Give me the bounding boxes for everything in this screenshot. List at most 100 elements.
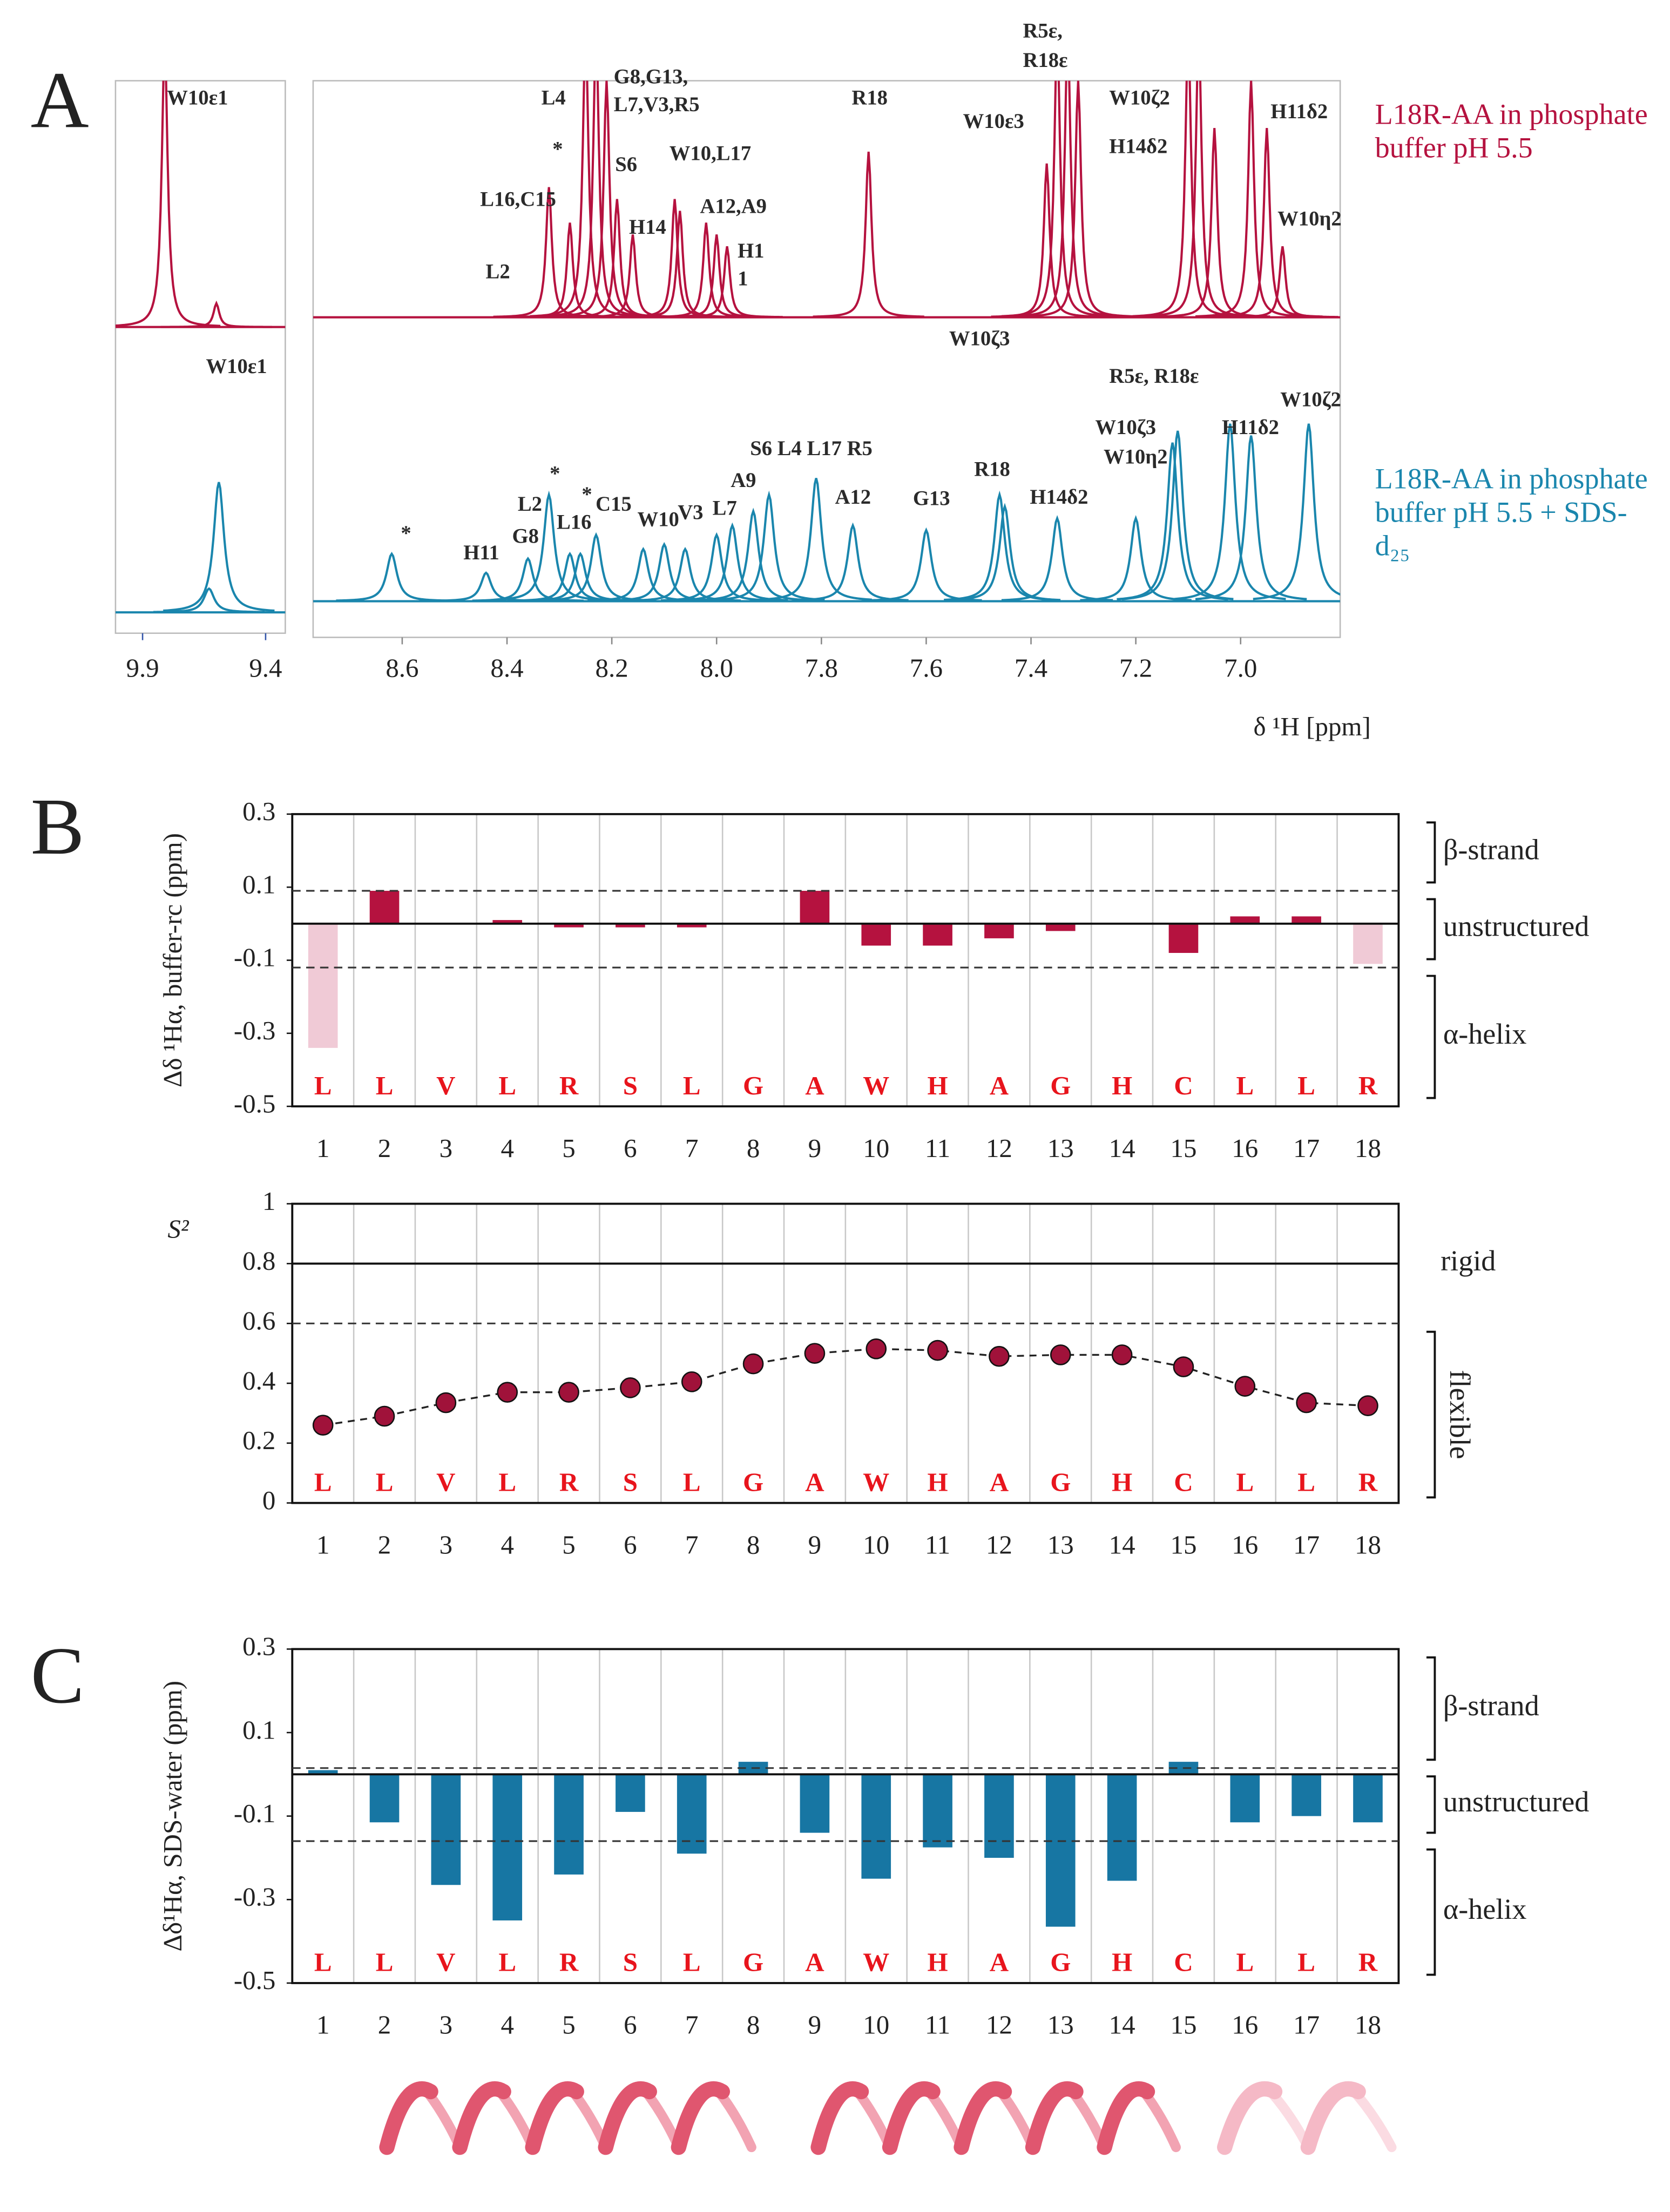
bar (984, 923, 1014, 938)
residue-label: H (928, 1071, 948, 1100)
residue-label: G (743, 1071, 763, 1100)
residue-label: R (1358, 1947, 1378, 1977)
data-point (681, 1371, 702, 1392)
legend-entry: L18R-AA in phosphate buffer pH 5.5 (1375, 97, 1648, 164)
bar (1230, 1774, 1260, 1823)
peak-label: W10ε1 (167, 86, 228, 109)
peak-label: C15 (596, 493, 632, 516)
y-tick-label: 0.3 (242, 796, 275, 826)
spectrum-peak (540, 80, 652, 317)
residue-label: S (623, 1071, 638, 1100)
x-tick-label: 18 (1355, 1530, 1381, 1559)
spectrum-peak (1132, 80, 1244, 317)
bar (308, 923, 338, 1048)
residue-label: L (498, 1467, 516, 1497)
plot-frame (291, 1648, 1400, 1984)
x-tick-label: 7.2 (1119, 653, 1152, 683)
x-tick-label: 7 (685, 2010, 698, 2040)
spectrum-peak (608, 542, 720, 602)
residue-label: C (1174, 1071, 1193, 1100)
peak-label: L7,V3,R5 (614, 93, 700, 116)
spectrum-peak (1142, 80, 1255, 317)
residue-label: L (683, 1947, 701, 1977)
residue-label: L (1297, 1467, 1315, 1497)
data-point (1050, 1344, 1071, 1365)
spectrum-peak (115, 80, 221, 327)
plot-frame (291, 1202, 1400, 1504)
x-tick-label: 7 (685, 1133, 698, 1163)
spectrum-peak (677, 522, 788, 601)
x-tick-label: 14 (1109, 2010, 1135, 2040)
peak-label: R5ε, (1023, 20, 1062, 43)
x-tick-label: 7.0 (1224, 653, 1257, 683)
peak-label: 1 (738, 267, 748, 290)
residue-label: L (1236, 1947, 1254, 1977)
x-tick-label: 3 (440, 2010, 452, 2040)
residue-label: H (1112, 1947, 1132, 1977)
residue-label: L (314, 1947, 332, 1977)
bar (1168, 923, 1199, 953)
peak-label: W10 (637, 508, 679, 531)
spectrum-peak (472, 557, 584, 602)
residue-label: L (683, 1467, 701, 1497)
bar (492, 920, 523, 924)
data-point (742, 1353, 764, 1375)
residue-label: G (1050, 1071, 1071, 1100)
bar (923, 923, 952, 946)
helix-front (810, 2081, 869, 2155)
data-point (866, 1338, 887, 1359)
inset-plot (115, 80, 286, 614)
bar (616, 1774, 645, 1812)
residue-label: G (1050, 1467, 1071, 1497)
x-tick-label: 4 (501, 2010, 513, 2040)
x-tick-label: 15 (1170, 1530, 1196, 1559)
region-label: α-helix (1443, 1018, 1527, 1050)
residue-label: G (743, 1467, 763, 1497)
data-point (927, 1340, 948, 1361)
spectrum-plot (313, 80, 1341, 603)
residue-label: L (376, 1467, 394, 1497)
peak-label: A9 (731, 469, 756, 492)
bar (431, 1774, 461, 1885)
bar (554, 923, 584, 928)
peak-label: W10,L17 (670, 142, 751, 165)
residue-label: R (1358, 1467, 1378, 1497)
residue-label: G (1050, 1947, 1071, 1977)
spectrum-peak (949, 503, 1061, 601)
peak-label: G8 (512, 525, 539, 547)
data-point (435, 1392, 457, 1413)
bracket (1426, 1775, 1436, 1834)
helix-front (1097, 2081, 1155, 2155)
helix-front (525, 2081, 584, 2155)
panel-label: B (31, 782, 85, 871)
x-tick-label: 8 (747, 2010, 760, 2040)
peak-label: W10η2 (1104, 445, 1168, 468)
peak-label: H14δ2 (1030, 486, 1088, 509)
y-axis-label: Δδ¹Hα, SDS-water (ppm) (158, 1681, 187, 1952)
bar (861, 1774, 891, 1879)
bracket (1426, 1848, 1436, 1976)
residue-label: L (498, 1947, 516, 1977)
spectrum-peak (1195, 435, 1307, 600)
x-tick-label: 1 (316, 1530, 329, 1559)
spectrum-peak (713, 490, 825, 601)
x-tick-label: 9 (808, 1530, 821, 1559)
residue-label: C (1174, 1947, 1193, 1977)
x-tick-label: 17 (1293, 2010, 1320, 2040)
peak-label: G13 (913, 488, 950, 510)
residue-label: H (1112, 1467, 1132, 1497)
x-tick-label: 11 (925, 2010, 950, 2040)
peak-label: L4 (542, 86, 566, 109)
residue-label: H (928, 1467, 948, 1497)
residue-label: L (683, 1071, 701, 1100)
peak-label: H14 (629, 216, 666, 239)
y-tick-label: 0.6 (242, 1305, 275, 1335)
residue-label: R (559, 1071, 579, 1100)
peak-label: W10ζ3 (949, 327, 1010, 350)
residue-label: V (436, 1071, 455, 1100)
x-tick-label: 7.6 (910, 653, 943, 683)
peak-label: R5ε, R18ε (1109, 365, 1199, 388)
x-tick-label: 7.8 (805, 653, 838, 683)
peak-label: S6 (615, 153, 637, 176)
